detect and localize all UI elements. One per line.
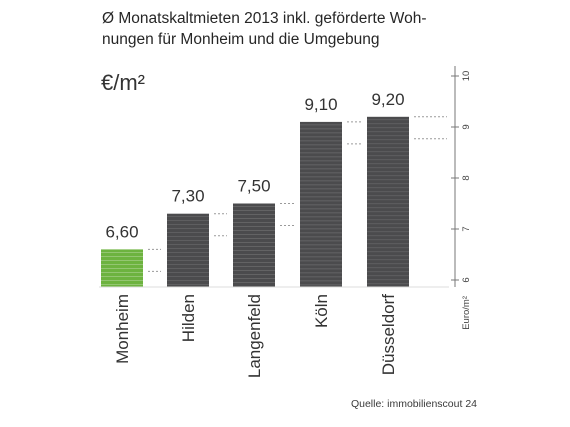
category-label-hilden: Hilden [179,294,198,342]
source-note: Quelle: immobilienscout 24 [350,398,477,410]
chart-title-line-1: Ø Monatskaltmieten 2013 inkl. geförderte… [102,10,427,27]
chart-title: Ø Monatskaltmieten 2013 inkl. geförderte… [102,8,442,50]
bar-düsseldorf [367,116,409,287]
value-label-düsseldorf: 9,20 [371,90,404,109]
bar-stripes-monheim [101,252,143,285]
bar-langenfeld [233,203,275,287]
y-tick-label-6: 6 [461,277,472,282]
value-label-hilden: 7,30 [171,187,204,206]
y-tick-label-9: 9 [461,124,472,129]
category-label-langenfeld: Langenfeld [245,294,264,378]
bar-stripes-düsseldorf [367,119,409,285]
value-label-monheim: 6,60 [105,222,138,241]
bar-köln [300,121,342,288]
y-axis-label: Euro/m² [461,296,472,330]
category-label-köln: Köln [312,294,331,328]
y-tick-label-8: 8 [461,175,472,180]
category-label-düsseldorf: Düsseldorf [379,294,398,376]
unit-label: €/m² [101,70,145,95]
bar-stripes-hilden [167,216,209,286]
bar-monheim [101,249,143,287]
bar-hilden [167,213,209,287]
y-tick-label-10: 10 [461,71,472,82]
category-label-monheim: Monheim [113,294,132,364]
bar-stripes-köln [300,124,342,286]
chart-title-line-2: nungen für Monheim und die Umgebung [102,31,380,48]
y-tick-label-7: 7 [461,226,472,231]
value-label-köln: 9,10 [304,95,337,114]
value-label-langenfeld: 7,50 [237,177,270,196]
bar-stripes-langenfeld [233,206,275,283]
